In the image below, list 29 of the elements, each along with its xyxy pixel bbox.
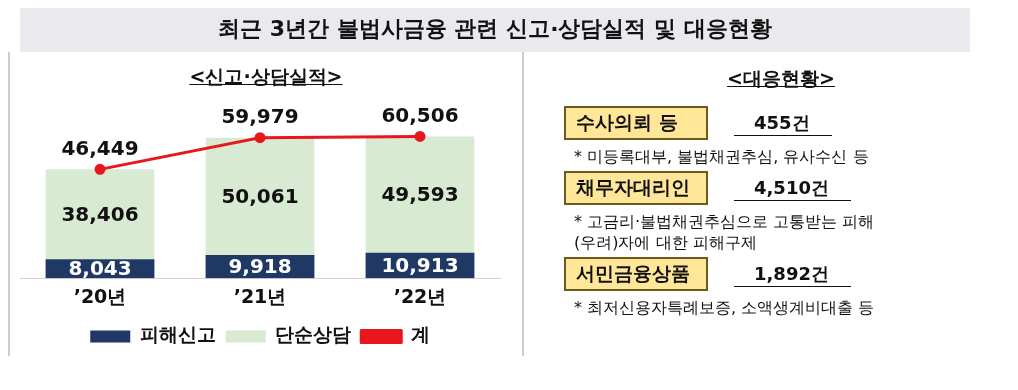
text: 수사의뢰 등 xyxy=(564,106,708,140)
text: 채무자대리인 xyxy=(564,171,708,205)
data-label: 59,979 xyxy=(221,103,299,128)
text: 455건 xyxy=(734,110,832,136)
data-label: 50,061 xyxy=(221,183,299,208)
text: <대응현황> xyxy=(726,66,836,91)
bar xyxy=(45,169,155,260)
data-label: 38,406 xyxy=(61,201,139,226)
text: * 최저신용자특례보증, 소액생계비대출 등 xyxy=(574,297,876,318)
text: 4,510건 xyxy=(734,175,851,201)
x-tick-label: ’20년 xyxy=(73,284,127,307)
text: * 미등록대부, 불법채권추심, 유사수신 등 xyxy=(574,146,870,167)
bar xyxy=(205,137,315,255)
legend-label: 피해신고 xyxy=(139,323,216,346)
text: 서민금융상품 xyxy=(564,257,708,291)
text: 1,892건 xyxy=(734,261,851,287)
legend-label: 계 xyxy=(410,323,430,346)
data-label: 10,913 xyxy=(381,252,459,277)
text: * 고금리·불법채권추심으로 고통받는 피해 (우려)자에 대한 피해구제 xyxy=(574,211,876,253)
x-tick-label: ’21년 xyxy=(233,284,287,307)
data-label: 49,593 xyxy=(381,181,459,206)
data-label: 8,043 xyxy=(68,255,132,280)
data-label: 46,449 xyxy=(61,135,139,160)
x-tick-label: ’22년 xyxy=(393,284,447,307)
bar xyxy=(365,136,475,253)
data-label: 9,918 xyxy=(228,253,292,278)
data-label: 60,506 xyxy=(381,102,459,127)
text: <신고·상담실적> xyxy=(188,64,344,89)
legend-label: 단순상담 xyxy=(275,323,352,346)
